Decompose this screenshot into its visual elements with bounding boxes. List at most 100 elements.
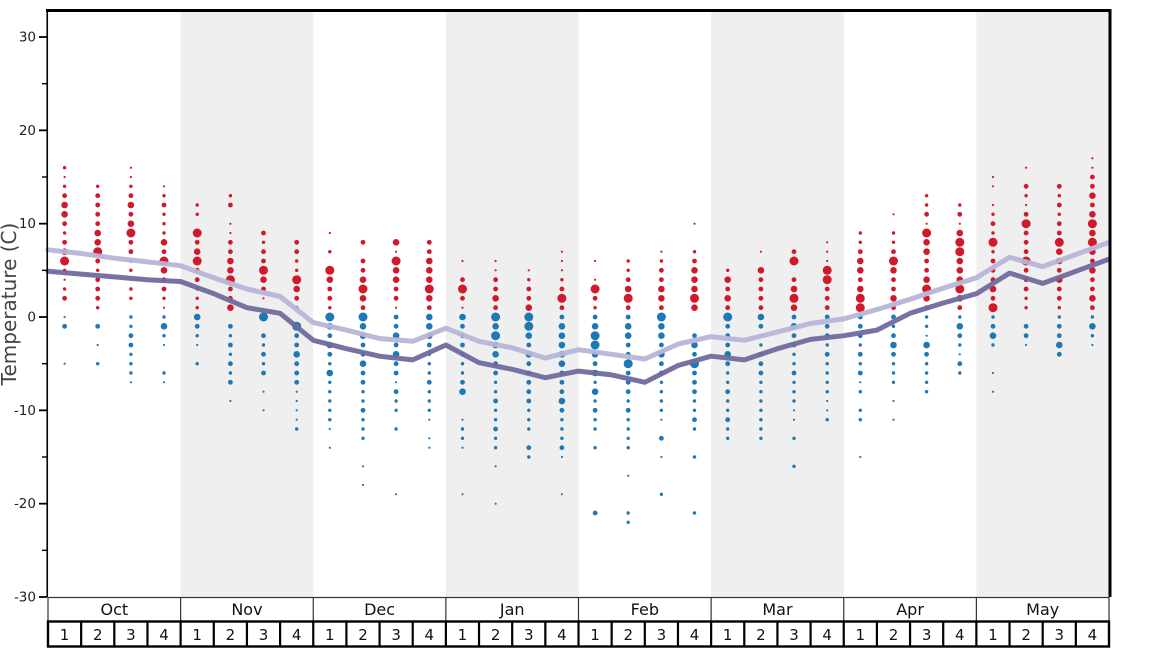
min-temp-dot bbox=[328, 418, 332, 422]
min-temp-dot bbox=[160, 323, 168, 330]
week-number-label: 3 bbox=[524, 626, 534, 644]
week-number-label: 2 bbox=[226, 626, 236, 644]
max-temp-dot bbox=[590, 284, 600, 294]
max-temp-dot bbox=[855, 303, 865, 313]
min-temp-dot bbox=[924, 324, 929, 328]
max-temp-dot bbox=[857, 267, 864, 274]
min-temp-dot bbox=[328, 390, 332, 394]
max-temp-dot bbox=[426, 276, 433, 284]
min-temp-dot bbox=[294, 333, 300, 339]
max-temp-dot bbox=[826, 259, 829, 263]
min-temp-dot bbox=[527, 408, 531, 412]
max-temp-dot bbox=[1054, 237, 1064, 247]
min-temp-dot bbox=[626, 427, 630, 431]
min-temp-dot bbox=[660, 418, 663, 421]
max-temp-dot bbox=[560, 250, 564, 253]
min-temp-dot bbox=[526, 342, 532, 348]
max-temp-dot bbox=[923, 248, 930, 255]
max-temp-dot bbox=[359, 295, 367, 302]
min-temp-dot bbox=[725, 342, 731, 348]
max-temp-dot bbox=[758, 277, 764, 283]
max-temp-dot bbox=[527, 278, 531, 282]
min-temp-dot bbox=[193, 313, 201, 321]
month-label: Jan bbox=[499, 600, 525, 619]
max-temp-dot bbox=[1087, 219, 1097, 229]
min-temp-dot bbox=[858, 362, 862, 366]
max-temp-dot bbox=[789, 256, 799, 266]
max-temp-dot bbox=[560, 259, 564, 263]
max-temp-dot bbox=[194, 239, 200, 245]
max-temp-dot bbox=[956, 229, 964, 237]
min-temp-dot bbox=[859, 381, 862, 384]
max-temp-dot bbox=[128, 239, 134, 245]
max-temp-dot bbox=[1090, 174, 1095, 180]
max-temp-dot bbox=[260, 276, 267, 284]
max-temp-dot bbox=[1087, 237, 1097, 247]
min-temp-dot bbox=[427, 390, 431, 394]
min-temp-dot bbox=[394, 399, 398, 403]
max-temp-dot bbox=[527, 269, 530, 272]
min-temp-dot bbox=[692, 333, 697, 339]
max-temp-dot bbox=[955, 247, 965, 257]
month-label: Nov bbox=[231, 600, 262, 619]
max-temp-dot bbox=[1089, 211, 1096, 218]
max-temp-dot bbox=[626, 268, 630, 272]
min-temp-dot bbox=[1089, 323, 1096, 330]
min-temp-dot bbox=[228, 334, 233, 338]
max-temp-dot bbox=[726, 268, 730, 272]
min-temp-dot bbox=[560, 427, 564, 431]
max-temp-dot bbox=[327, 295, 333, 301]
min-temp-dot bbox=[658, 332, 665, 340]
max-temp-dot bbox=[526, 286, 532, 292]
min-temp-dot bbox=[891, 314, 896, 320]
min-temp-dot bbox=[393, 361, 399, 367]
min-temp-dot bbox=[624, 332, 632, 340]
min-temp-dot bbox=[228, 371, 233, 375]
min-temp-dot bbox=[990, 323, 996, 329]
max-temp-dot bbox=[1090, 202, 1095, 208]
week-number-label: 4 bbox=[292, 626, 302, 644]
max-temp-dot bbox=[625, 305, 631, 311]
max-temp-dot bbox=[857, 285, 864, 293]
max-temp-dot bbox=[625, 277, 631, 283]
min-temp-dot bbox=[726, 399, 730, 403]
min-temp-dot bbox=[825, 343, 829, 347]
max-temp-dot bbox=[129, 287, 133, 291]
min-temp-dot bbox=[494, 502, 497, 505]
max-temp-dot bbox=[358, 284, 368, 294]
week-number-label: 1 bbox=[60, 626, 70, 644]
max-temp-dot bbox=[393, 295, 399, 301]
max-temp-dot bbox=[826, 250, 829, 253]
min-temp-dot bbox=[659, 342, 664, 348]
max-temp-dot bbox=[791, 249, 797, 255]
max-temp-dot bbox=[62, 166, 67, 170]
max-temp-dot bbox=[759, 250, 763, 253]
y-tick-label: 0 bbox=[27, 310, 36, 326]
min-temp-dot bbox=[295, 418, 298, 421]
min-temp-dot bbox=[592, 314, 598, 320]
min-temp-dot bbox=[991, 371, 995, 375]
max-temp-dot bbox=[592, 295, 598, 301]
max-temp-dot bbox=[857, 277, 863, 283]
min-temp-dot bbox=[195, 362, 199, 366]
min-temp-dot bbox=[62, 323, 67, 329]
min-temp-dot bbox=[461, 446, 464, 449]
max-temp-dot bbox=[890, 295, 897, 302]
min-temp-dot bbox=[757, 313, 765, 321]
max-temp-dot bbox=[426, 239, 432, 245]
week-number-label: 3 bbox=[922, 626, 932, 644]
min-temp-dot bbox=[426, 313, 433, 321]
min-temp-dot bbox=[96, 362, 100, 366]
min-temp-dot bbox=[1057, 315, 1062, 319]
min-temp-dot bbox=[692, 351, 697, 357]
min-temp-dot bbox=[526, 445, 532, 451]
min-temp-dot bbox=[295, 409, 298, 412]
max-temp-dot bbox=[991, 185, 995, 188]
min-temp-dot bbox=[526, 361, 532, 367]
max-temp-dot bbox=[790, 285, 798, 293]
min-temp-dot bbox=[428, 437, 431, 440]
min-temp-dot bbox=[195, 334, 199, 338]
min-temp-dot bbox=[492, 351, 499, 358]
max-temp-dot bbox=[63, 175, 66, 179]
